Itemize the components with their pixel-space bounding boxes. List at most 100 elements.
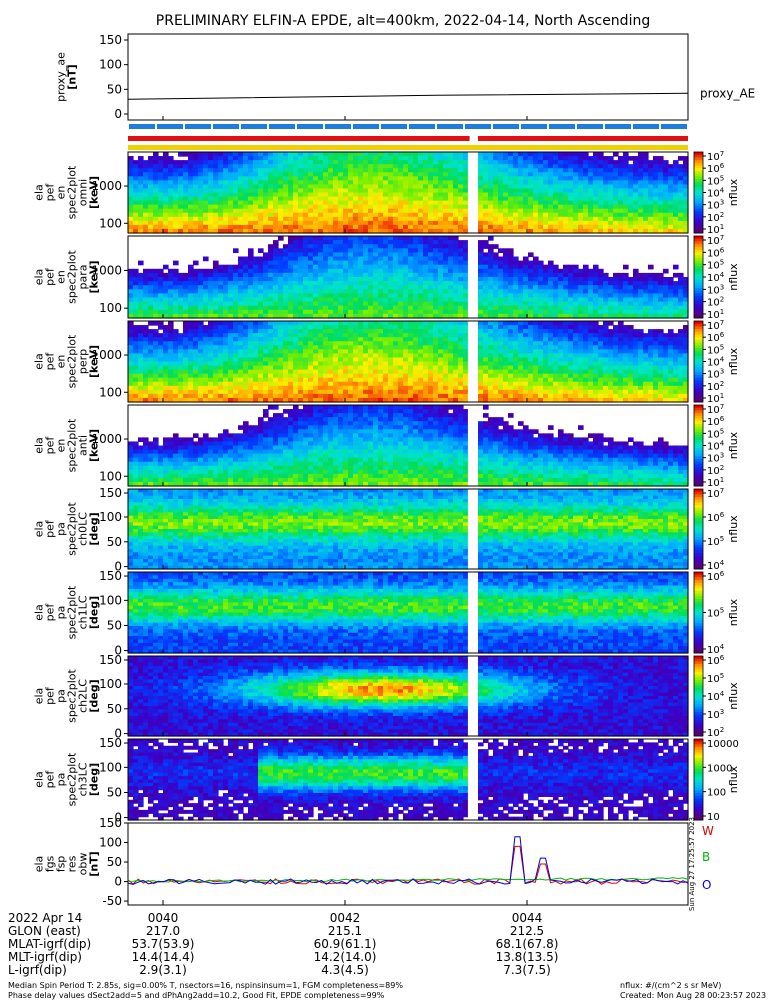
heat-cell <box>298 341 304 346</box>
heat-cell <box>528 184 534 189</box>
heat-cell <box>338 382 344 387</box>
heat-cell <box>623 285 629 290</box>
heat-cell <box>168 221 174 226</box>
heat-cell <box>433 213 439 218</box>
heat-cell <box>638 302 644 307</box>
heat-cell <box>223 362 229 367</box>
heat-cell <box>208 201 214 206</box>
heat-cell <box>508 221 514 226</box>
heat-cell <box>248 362 254 367</box>
heat-cell <box>198 329 204 334</box>
heat-cell <box>198 345 204 350</box>
heat-cell <box>628 285 634 290</box>
heat-cell <box>273 160 279 165</box>
heat-cell <box>578 201 584 206</box>
heat-cell <box>283 225 289 230</box>
heat-cell <box>523 180 529 185</box>
heat-cell <box>603 209 609 214</box>
heat-cell <box>138 261 144 266</box>
heat-cell <box>303 221 309 226</box>
heat-cell <box>598 160 604 165</box>
heat-cell <box>133 176 139 181</box>
heat-cell <box>173 302 179 307</box>
heat-cell <box>658 160 664 165</box>
heat-cell <box>343 325 349 330</box>
heat-cell <box>203 184 209 189</box>
heat-cell <box>593 172 599 177</box>
heat-cell <box>248 225 254 230</box>
heat-cell <box>628 184 634 189</box>
heat-cell <box>183 382 189 387</box>
heat-cell <box>633 209 639 214</box>
heat-cell <box>433 240 439 245</box>
heat-cell <box>278 252 284 257</box>
heat-cell <box>228 353 234 358</box>
heat-cell <box>303 257 309 262</box>
heat-cell <box>283 325 289 330</box>
heat-cell <box>313 168 319 173</box>
heat-cell <box>323 152 329 157</box>
heat-cell <box>573 221 579 226</box>
heat-cell <box>348 221 354 226</box>
heat-cell <box>603 156 609 161</box>
heat-cell <box>463 213 469 218</box>
heat-cell <box>298 152 304 157</box>
heat-cell <box>338 201 344 206</box>
heat-cell <box>288 333 294 338</box>
heat-cell <box>433 306 439 311</box>
heat-cell <box>158 325 164 330</box>
heat-cell <box>333 394 339 399</box>
heat-cell <box>238 366 244 371</box>
heat-cell <box>503 213 509 218</box>
heat-cell <box>363 374 369 379</box>
heat-cell <box>388 236 394 241</box>
heat-cell <box>188 285 194 290</box>
heat-cell <box>273 293 279 298</box>
heat-cell <box>423 197 429 202</box>
heat-cell <box>508 193 514 198</box>
heat-cell <box>518 172 524 177</box>
heat-cell <box>423 160 429 165</box>
heat-cell <box>133 273 139 278</box>
heat-cell <box>133 188 139 193</box>
heat-cell <box>598 188 604 193</box>
heat-cell <box>133 357 139 362</box>
heat-cell <box>413 289 419 294</box>
heat-cell <box>128 197 134 202</box>
heat-cell <box>268 184 274 189</box>
heat-cell <box>368 357 374 362</box>
heat-cell <box>628 176 634 181</box>
heat-cell <box>663 193 669 198</box>
heat-cell <box>173 289 179 294</box>
heat-cell <box>558 302 564 307</box>
heat-cell <box>618 193 624 198</box>
heat-cell <box>523 201 529 206</box>
heat-cell <box>523 302 529 307</box>
heat-cell <box>293 289 299 294</box>
heat-cell <box>648 201 654 206</box>
heat-cell <box>623 197 629 202</box>
heat-cell <box>398 261 404 266</box>
heat-cell <box>308 188 314 193</box>
heat-cell <box>223 293 229 298</box>
heat-cell <box>383 261 389 266</box>
heat-cell <box>188 180 194 185</box>
heat-cell <box>153 390 159 395</box>
heat-cell <box>218 265 224 270</box>
heat-cell <box>508 261 514 266</box>
heat-cell <box>148 374 154 379</box>
heat-cell <box>563 176 569 181</box>
heat-cell <box>278 321 284 326</box>
heat-cell <box>153 277 159 282</box>
heat-cell <box>183 180 189 185</box>
heat-cell <box>308 357 314 362</box>
heat-cell <box>278 197 284 202</box>
heat-cell <box>508 281 514 286</box>
heat-cell <box>323 176 329 181</box>
heat-cell <box>513 281 519 286</box>
heat-cell <box>653 209 659 214</box>
heat-cell <box>623 156 629 161</box>
heat-cell <box>218 321 224 326</box>
heat-cell <box>383 281 389 286</box>
heat-cell <box>323 390 329 395</box>
